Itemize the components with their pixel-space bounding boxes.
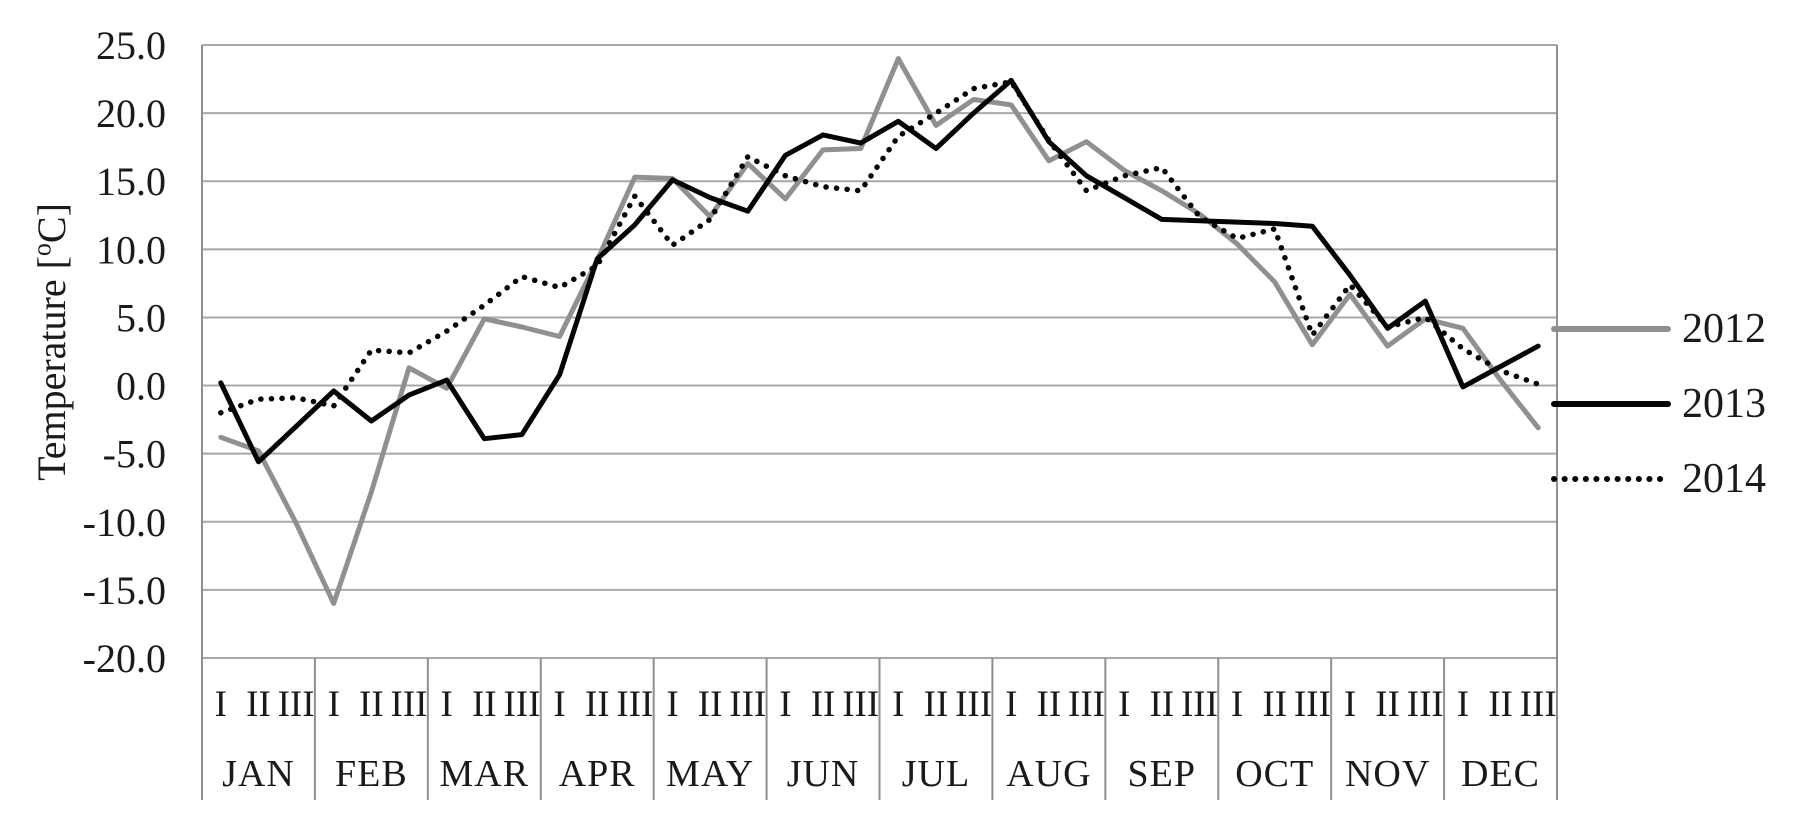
legend-swatch-2012-solid-gray-line bbox=[1551, 326, 1671, 332]
x-tick-decade-JUL-II: II bbox=[924, 684, 949, 725]
x-tick-decade-MAY-III: III bbox=[729, 684, 766, 725]
x-tick-decade-NOV-III: III bbox=[1407, 684, 1444, 725]
x-tick-decade-APR-II: II bbox=[585, 684, 610, 725]
legend-swatch-2013-solid-black-line bbox=[1551, 401, 1671, 407]
degree-symbol: o bbox=[27, 243, 57, 257]
y-tick-label-25.0: 25.0 bbox=[96, 23, 166, 68]
x-tick-decade-JAN-I: I bbox=[215, 684, 227, 725]
x-tick-decade-MAR-III: III bbox=[503, 684, 540, 725]
y-tick-label--15.0: -15.0 bbox=[83, 568, 166, 613]
x-tick-decade-AUG-III: III bbox=[1068, 684, 1105, 725]
y-tick-label-20.0: 20.0 bbox=[96, 91, 166, 136]
y-axis-title: Temperature [oC] bbox=[27, 172, 74, 512]
x-month-label-JUN: JUN bbox=[787, 753, 860, 795]
x-tick-decade-OCT-II: II bbox=[1262, 684, 1287, 725]
x-tick-decade-NOV-I: I bbox=[1344, 684, 1356, 725]
x-month-label-AUG: AUG bbox=[1006, 753, 1091, 795]
x-tick-decade-SEP-II: II bbox=[1149, 684, 1174, 725]
y-tick-label--20.0: -20.0 bbox=[83, 636, 166, 681]
legend-swatch-2014-dotted-black-line bbox=[1551, 476, 1671, 482]
x-tick-decade-FEB-III: III bbox=[391, 684, 428, 725]
x-tick-decade-FEB-I: I bbox=[328, 684, 340, 725]
x-tick-decade-JUN-III: III bbox=[842, 684, 879, 725]
x-month-label-OCT: OCT bbox=[1235, 753, 1314, 795]
x-tick-decade-APR-III: III bbox=[616, 684, 653, 725]
y-tick-label-5.0: 5.0 bbox=[116, 295, 166, 340]
legend-label-2013: 2013 bbox=[1682, 381, 1766, 427]
legend-item-2014: 2014 bbox=[1548, 454, 1766, 504]
x-tick-decade-JAN-II: II bbox=[246, 684, 271, 725]
x-tick-decade-MAY-I: I bbox=[666, 684, 678, 725]
series-line-2013-solid bbox=[218, 77, 1541, 465]
y-tick-label-10.0: 10.0 bbox=[96, 227, 166, 272]
x-month-label-APR: APR bbox=[559, 753, 636, 795]
x-tick-decade-AUG-II: II bbox=[1037, 684, 1062, 725]
y-tick-label-0.0: 0.0 bbox=[116, 364, 166, 409]
y-tick-label--10.0: -10.0 bbox=[83, 500, 166, 545]
legend-item-2013: 2013 bbox=[1548, 379, 1766, 429]
legend-label-2014: 2014 bbox=[1682, 456, 1766, 502]
x-tick-decade-DEC-III: III bbox=[1520, 684, 1557, 725]
x-tick-decade-MAR-II: II bbox=[472, 684, 497, 725]
x-month-label-MAR: MAR bbox=[440, 753, 530, 795]
x-tick-decade-JUL-III: III bbox=[955, 684, 992, 725]
x-tick-decade-DEC-I: I bbox=[1457, 684, 1469, 725]
x-tick-decade-NOV-II: II bbox=[1375, 684, 1400, 725]
x-tick-decade-SEP-I: I bbox=[1118, 684, 1130, 725]
x-tick-decade-JUN-II: II bbox=[811, 684, 836, 725]
x-tick-decade-JUN-I: I bbox=[779, 684, 791, 725]
x-month-label-JUL: JUL bbox=[902, 753, 970, 795]
y-axis-title-text: Temperature [ bbox=[29, 256, 74, 481]
x-tick-decade-MAR-I: I bbox=[440, 684, 452, 725]
legend: 2012 2013 2014 bbox=[1548, 0, 1798, 839]
y-tick-label-15.0: 15.0 bbox=[96, 159, 166, 204]
x-tick-decade-FEB-II: II bbox=[359, 684, 384, 725]
legend-item-2012: 2012 bbox=[1548, 304, 1766, 354]
x-tick-decade-JAN-III: III bbox=[278, 684, 315, 725]
x-month-label-MAY: MAY bbox=[666, 753, 754, 795]
x-month-label-JAN: JAN bbox=[222, 753, 295, 795]
x-tick-decade-MAY-II: II bbox=[698, 684, 723, 725]
x-tick-decade-SEP-III: III bbox=[1181, 684, 1218, 725]
x-month-label-SEP: SEP bbox=[1128, 753, 1196, 795]
legend-label-2012: 2012 bbox=[1682, 306, 1766, 352]
x-tick-decade-OCT-I: I bbox=[1231, 684, 1243, 725]
x-tick-decade-AUG-I: I bbox=[1005, 684, 1017, 725]
x-month-label-DEC: DEC bbox=[1461, 753, 1540, 795]
x-tick-decade-OCT-III: III bbox=[1294, 684, 1331, 725]
x-tick-decade-DEC-II: II bbox=[1488, 684, 1513, 725]
x-tick-decade-JUL-I: I bbox=[892, 684, 904, 725]
x-month-label-FEB: FEB bbox=[335, 753, 408, 795]
y-tick-label--5.0: -5.0 bbox=[103, 432, 166, 477]
x-month-label-NOV: NOV bbox=[1345, 753, 1430, 795]
x-tick-decade-APR-I: I bbox=[553, 684, 565, 725]
y-axis-title-unit: C] bbox=[29, 203, 74, 244]
